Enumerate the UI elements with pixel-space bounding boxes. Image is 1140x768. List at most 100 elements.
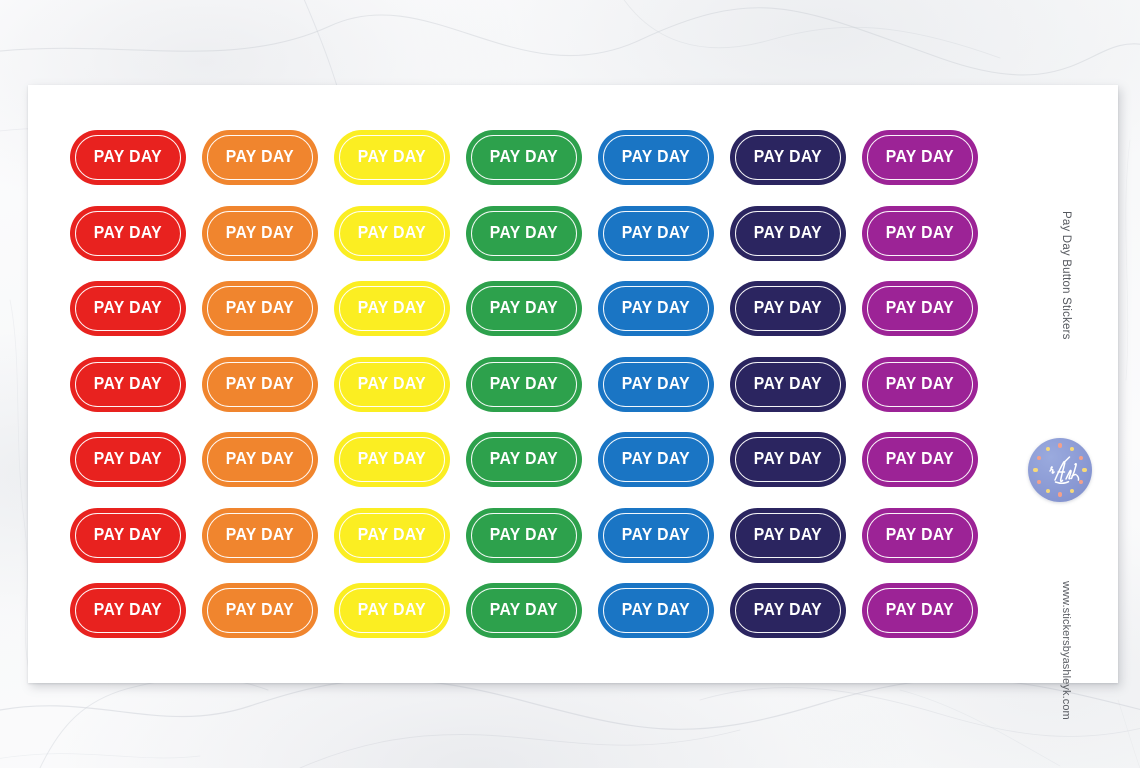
pay-day-sticker-blue-7: PAY DAY — [598, 582, 714, 638]
sticker-label: PAY DAY — [885, 448, 955, 469]
pay-day-sticker-yellow-6: PAY DAY — [334, 507, 450, 563]
sticker-label: PAY DAY — [357, 222, 427, 243]
sticker-label: PAY DAY — [357, 146, 427, 167]
sticker-label: PAY DAY — [225, 146, 295, 167]
sticker-label: PAY DAY — [225, 373, 295, 394]
sticker-label: PAY DAY — [621, 524, 691, 545]
pay-day-sticker-navy-1: PAY DAY — [730, 129, 846, 185]
pay-day-sticker-orange-5: PAY DAY — [202, 431, 318, 487]
sticker-label: PAY DAY — [753, 146, 823, 167]
sticker-label: PAY DAY — [753, 524, 823, 545]
pay-day-sticker-purple-7: PAY DAY — [862, 582, 978, 638]
pay-day-sticker-blue-2: PAY DAY — [598, 205, 714, 261]
brand-logo-sticker — [1028, 438, 1092, 502]
sticker-label: PAY DAY — [885, 524, 955, 545]
website-url-vertical: www.stickersbyashleyk.com — [1060, 581, 1072, 720]
sticker-label: PAY DAY — [225, 448, 295, 469]
pay-day-sticker-red-4: PAY DAY — [70, 356, 186, 412]
pay-day-sticker-navy-6: PAY DAY — [730, 507, 846, 563]
sticker-label: PAY DAY — [225, 297, 295, 318]
sticker-label: PAY DAY — [489, 146, 559, 167]
brand-badge-dot — [1045, 489, 1050, 494]
sticker-label: PAY DAY — [621, 373, 691, 394]
sticker-label: PAY DAY — [621, 222, 691, 243]
pay-day-sticker-purple-3: PAY DAY — [862, 280, 978, 336]
sticker-label: PAY DAY — [225, 524, 295, 545]
pay-day-sticker-red-3: PAY DAY — [70, 280, 186, 336]
sticker-label: PAY DAY — [225, 222, 295, 243]
pay-day-sticker-blue-4: PAY DAY — [598, 356, 714, 412]
brand-badge-dot — [1070, 446, 1075, 451]
pay-day-sticker-green-6: PAY DAY — [466, 507, 582, 563]
pay-day-sticker-orange-6: PAY DAY — [202, 507, 318, 563]
sticker-label: PAY DAY — [357, 297, 427, 318]
sticker-sheet-paper: PAY DAY PAY DAY PAY DAY PAY DAY PAY DAY PAY D… — [28, 85, 1118, 720]
sticker-label: PAY DAY — [357, 373, 427, 394]
pay-day-sticker-orange-3: PAY DAY — [202, 280, 318, 336]
pay-day-sticker-red-6: PAY DAY — [70, 507, 186, 563]
sticker-label: PAY DAY — [93, 222, 163, 243]
sticker-label: PAY DAY — [621, 599, 691, 620]
sticker-label: PAY DAY — [489, 448, 559, 469]
pay-day-sticker-orange-1: PAY DAY — [202, 129, 318, 185]
sticker-label: PAY DAY — [93, 524, 163, 545]
brand-script-svg — [1049, 456, 1080, 484]
pay-day-sticker-yellow-1: PAY DAY — [334, 129, 450, 185]
pay-day-sticker-navy-5: PAY DAY — [730, 431, 846, 487]
pay-day-sticker-purple-6: PAY DAY — [862, 507, 978, 563]
pay-day-sticker-purple-1: PAY DAY — [862, 129, 978, 185]
sticker-label: PAY DAY — [753, 373, 823, 394]
pay-day-sticker-yellow-5: PAY DAY — [334, 431, 450, 487]
sticker-label: PAY DAY — [93, 373, 163, 394]
pay-day-sticker-navy-2: PAY DAY — [730, 205, 846, 261]
pay-day-sticker-navy-7: PAY DAY — [730, 582, 846, 638]
pay-day-sticker-purple-2: PAY DAY — [862, 205, 978, 261]
sticker-label: PAY DAY — [753, 448, 823, 469]
sticker-label: PAY DAY — [489, 297, 559, 318]
brand-badge-dot — [1079, 455, 1084, 460]
sticker-label: PAY DAY — [225, 599, 295, 620]
pay-day-sticker-blue-5: PAY DAY — [598, 431, 714, 487]
pay-day-sticker-orange-2: PAY DAY — [202, 205, 318, 261]
sticker-label: PAY DAY — [621, 146, 691, 167]
pay-day-sticker-green-4: PAY DAY — [466, 356, 582, 412]
pay-day-sticker-green-1: PAY DAY — [466, 129, 582, 185]
product-title-vertical: Pay Day Button Stickers — [1060, 211, 1072, 340]
brand-badge-dot — [1079, 480, 1084, 485]
pay-day-sticker-orange-7: PAY DAY — [202, 582, 318, 638]
brand-badge-dot — [1070, 489, 1075, 494]
sticker-label: PAY DAY — [753, 222, 823, 243]
brand-badge-dot — [1036, 455, 1041, 460]
sticker-label: PAY DAY — [753, 599, 823, 620]
sticker-label: PAY DAY — [489, 599, 559, 620]
brand-badge-dot — [1057, 443, 1063, 448]
pay-day-sticker-blue-1: PAY DAY — [598, 129, 714, 185]
sticker-label: PAY DAY — [93, 448, 163, 469]
brand-badge-dot — [1033, 467, 1038, 473]
sticker-label: PAY DAY — [621, 297, 691, 318]
sticker-label: PAY DAY — [885, 222, 955, 243]
pay-day-sticker-yellow-3: PAY DAY — [334, 280, 450, 336]
pay-day-sticker-green-3: PAY DAY — [466, 280, 582, 336]
sticker-label: PAY DAY — [885, 146, 955, 167]
pay-day-sticker-red-7: PAY DAY — [70, 582, 186, 638]
brand-badge-dot — [1045, 446, 1050, 451]
pay-day-sticker-red-2: PAY DAY — [70, 205, 186, 261]
sticker-label: PAY DAY — [489, 373, 559, 394]
sticker-label: PAY DAY — [357, 599, 427, 620]
sticker-label: PAY DAY — [753, 297, 823, 318]
pay-day-sticker-green-7: PAY DAY — [466, 582, 582, 638]
sticker-label: PAY DAY — [489, 524, 559, 545]
pay-day-sticker-yellow-4: PAY DAY — [334, 356, 450, 412]
pay-day-sticker-red-5: PAY DAY — [70, 431, 186, 487]
pay-day-sticker-orange-4: PAY DAY — [202, 356, 318, 412]
sticker-label: PAY DAY — [885, 373, 955, 394]
sticker-label: PAY DAY — [357, 448, 427, 469]
pay-day-sticker-green-5: PAY DAY — [466, 431, 582, 487]
pay-day-sticker-purple-5: PAY DAY — [862, 431, 978, 487]
sticker-label: PAY DAY — [489, 222, 559, 243]
pay-day-sticker-navy-4: PAY DAY — [730, 356, 846, 412]
sticker-label: PAY DAY — [885, 599, 955, 620]
sticker-grid: PAY DAY PAY DAY PAY DAY PAY DAY PAY DAY PAY D… — [28, 85, 1118, 683]
